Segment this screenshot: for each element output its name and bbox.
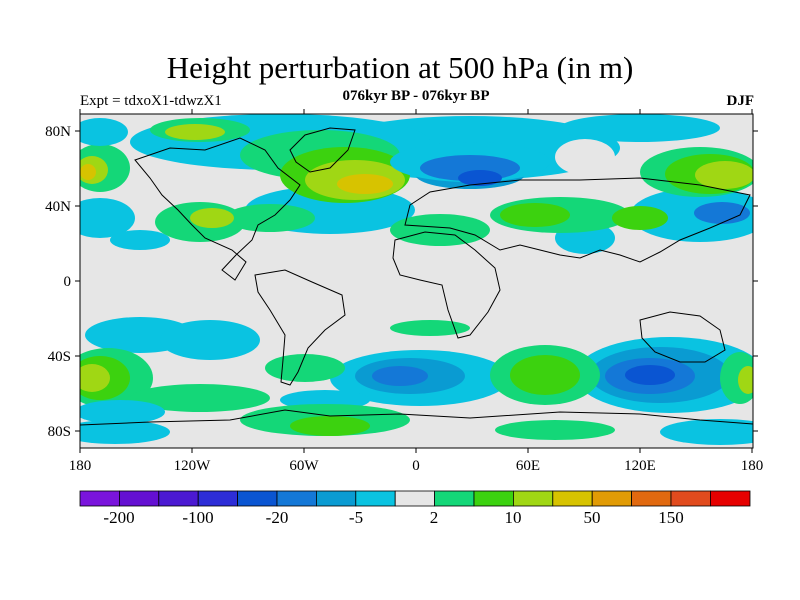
lat-tick-label: 80N [45, 124, 71, 140]
lon-tick-label: 0 [412, 458, 420, 474]
height-field [80, 114, 753, 445]
antarctica-coast [80, 409, 753, 426]
contour-patch [80, 420, 170, 444]
contour-patch [390, 320, 470, 336]
colorbar-box [197, 490, 238, 507]
australia-coast [639, 311, 726, 363]
colorbar-label: 150 [658, 508, 684, 527]
africa-coast [392, 231, 501, 339]
colorbar-box [552, 490, 593, 507]
contour-patch [560, 114, 720, 142]
colorbar-label: 2 [430, 508, 439, 527]
colorbar-label: -20 [266, 508, 289, 527]
south-america-coast [254, 269, 346, 386]
contour-patch [372, 366, 428, 386]
contour-patch [80, 118, 128, 146]
contour-patch [612, 206, 668, 230]
greenland-coast [289, 127, 356, 173]
colorbar-label: -100 [182, 508, 213, 527]
contour-patch [390, 214, 490, 246]
lon-tick-label: 60W [289, 458, 319, 474]
coastlines [80, 127, 753, 426]
contour-patch [80, 164, 96, 180]
colorbar-box [710, 490, 751, 507]
contour-patch [738, 366, 753, 394]
colorbar-box [513, 490, 554, 507]
colorbar-box [79, 490, 120, 507]
colorbar-box [276, 490, 317, 507]
colorbar-box [158, 490, 199, 507]
lat-tick-label: 40N [45, 199, 71, 215]
lat-axis: 80N 40N 0 40S 80S [45, 124, 758, 440]
colorbar-box [434, 490, 475, 507]
colorbar-label: -5 [349, 508, 363, 527]
colorbar-box [473, 490, 514, 507]
colorbar-box [394, 490, 436, 507]
lon-tick-label: 60E [516, 458, 540, 474]
contour-patch [80, 364, 110, 392]
lat-tick-label: 0 [64, 274, 72, 290]
plot-title: Height perturbation at 500 hPa (in m) [166, 50, 634, 85]
period-label: 076kyr BP - 076kyr BP [342, 88, 490, 104]
colorbar-label: -200 [103, 508, 134, 527]
lon-tick-label: 180 [741, 458, 764, 474]
contour-patch [694, 202, 750, 224]
colorbar-label: 50 [584, 508, 601, 527]
eurasia-coast [404, 177, 751, 263]
colorbar-box [670, 490, 711, 507]
colorbar-box [355, 490, 396, 507]
contour-patch [130, 384, 270, 412]
contour-patch [630, 188, 753, 242]
contour-patch [458, 170, 502, 186]
contour-patch [337, 174, 393, 194]
contour-patch [290, 416, 370, 436]
season-label: DJF [726, 93, 755, 109]
lon-axis: 180 120W 60W 0 60E 120E 180 [69, 109, 764, 474]
colorbar-box [631, 490, 672, 507]
contour-patch [510, 355, 580, 395]
colorbar-label: 10 [505, 508, 522, 527]
contour-patch [190, 208, 234, 228]
contour-patch [495, 420, 615, 440]
contour-patch [160, 320, 260, 360]
lon-tick-label: 120E [624, 458, 656, 474]
colorbar-box [315, 490, 357, 507]
lat-tick-label: 40S [48, 349, 71, 365]
colorbar-box [591, 490, 633, 507]
lat-tick-label: 80S [48, 424, 71, 440]
contour-patch [80, 198, 135, 238]
contour-patch [555, 139, 615, 175]
contour-patch [110, 230, 170, 250]
colorbar-box [237, 490, 278, 507]
experiment-label: Expt = tdxoX1-tdwzX1 [80, 93, 222, 109]
north-america-coast [134, 137, 301, 281]
colorbar: -200 -100 -20 -5 2 10 50 150 [79, 490, 751, 527]
colorbar-box [119, 490, 160, 507]
contour-patch [660, 419, 753, 445]
contour-patch [500, 203, 570, 227]
contour-patch [80, 400, 165, 424]
lon-tick-label: 180 [69, 458, 92, 474]
contour-patch [265, 354, 345, 382]
contour-patch [695, 161, 753, 189]
contour-patch [625, 365, 675, 385]
contour-patch [165, 124, 225, 140]
lon-tick-label: 120W [174, 458, 212, 474]
